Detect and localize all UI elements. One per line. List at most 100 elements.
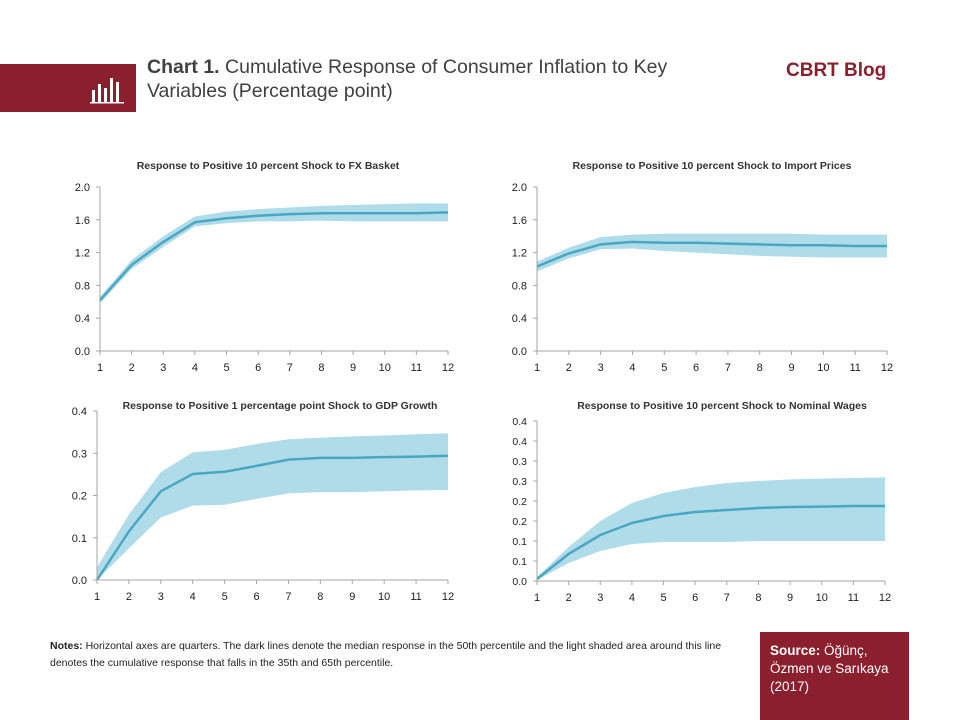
bar-chart-icon (90, 78, 124, 104)
title-bold: Chart 1. (147, 56, 220, 78)
y-tick-label: 0.1 (512, 536, 527, 548)
x-tick-label: 3 (597, 592, 603, 604)
x-tick-label: 10 (379, 362, 391, 374)
y-tick-label: 1.6 (512, 215, 527, 227)
x-tick-label: 1 (534, 592, 540, 604)
x-tick-label: 6 (255, 362, 261, 374)
y-tick-label: 0.4 (512, 436, 527, 448)
x-tick-label: 2 (126, 591, 132, 603)
x-tick-label: 10 (817, 362, 829, 374)
x-tick-label: 8 (318, 362, 324, 374)
page-title: Chart 1. Cumulative Response of Consumer… (147, 55, 707, 103)
confidence-band (537, 233, 887, 272)
median-line (536, 504, 885, 580)
x-tick-label: 5 (222, 591, 228, 603)
x-tick-label: 6 (253, 591, 259, 603)
y-tick-label: 0.3 (512, 476, 527, 488)
y-tick-label: 0.1 (72, 533, 87, 545)
x-tick-label: 12 (881, 362, 893, 374)
y-tick-label: 0.4 (512, 416, 527, 428)
source-text: Öğünç, Özmen ve Sarıkaya (2017) (770, 643, 889, 694)
confidence-band (100, 203, 448, 304)
y-tick-label: 1.2 (75, 248, 90, 260)
x-tick-label: 11 (411, 362, 422, 374)
confidence-band (97, 433, 448, 580)
chart-4: Response to Positive 10 percent Shock to… (512, 400, 891, 604)
chart-title: Response to Positive 10 percent Shock to… (573, 160, 852, 172)
x-tick-label: 7 (724, 592, 730, 604)
notes-text: Horizontal axes are quarters. The dark l… (50, 640, 722, 669)
x-tick-label: 11 (849, 362, 860, 374)
x-tick-label: 5 (661, 362, 667, 374)
y-tick-label: 0.1 (512, 556, 527, 568)
x-tick-label: 9 (787, 592, 793, 604)
x-tick-label: 2 (129, 362, 135, 374)
x-tick-label: 7 (287, 362, 293, 374)
x-tick-label: 8 (317, 591, 323, 603)
y-tick-label: 2.0 (512, 182, 527, 194)
chart-1: Response to Positive 10 percent Shock to… (75, 160, 454, 374)
x-tick-label: 2 (566, 362, 572, 374)
y-tick-label: 0.2 (512, 516, 527, 528)
x-tick-label: 3 (158, 591, 164, 603)
source-box: Source: Öğünç, Özmen ve Sarıkaya (2017) (760, 632, 909, 720)
y-tick-label: 0.8 (512, 280, 527, 292)
x-tick-label: 9 (349, 591, 355, 603)
x-tick-label: 4 (629, 362, 635, 374)
x-tick-label: 10 (816, 592, 828, 604)
y-tick-label: 0.4 (512, 313, 527, 325)
y-tick-label: 0.0 (72, 575, 87, 587)
x-tick-label: 12 (442, 362, 454, 374)
chart-3: Response to Positive 1 percentage point … (72, 400, 454, 603)
chart-2: Response to Positive 10 percent Shock to… (512, 160, 893, 374)
confidence-band (537, 477, 885, 580)
median-line (95, 454, 449, 581)
x-tick-label: 5 (660, 592, 666, 604)
y-tick-label: 0.2 (512, 496, 527, 508)
header-bar (0, 64, 136, 112)
median-line (536, 240, 887, 268)
x-tick-label: 7 (725, 362, 731, 374)
source-label: Source: (770, 643, 821, 658)
x-tick-label: 1 (534, 362, 540, 374)
x-tick-label: 4 (629, 592, 635, 604)
x-tick-label: 7 (285, 591, 291, 603)
y-tick-label: 0.8 (75, 280, 90, 292)
y-tick-label: 0.3 (512, 456, 527, 468)
x-tick-label: 6 (692, 592, 698, 604)
chart-title: Response to Positive 1 percentage point … (123, 400, 438, 412)
y-tick-label: 0.0 (512, 346, 527, 358)
x-tick-label: 12 (442, 591, 454, 603)
x-tick-label: 8 (755, 592, 761, 604)
charts-canvas: Response to Positive 10 percent Shock to… (72, 160, 893, 604)
x-tick-label: 11 (410, 591, 421, 603)
x-tick-label: 2 (566, 592, 572, 604)
x-tick-label: 6 (693, 362, 699, 374)
y-tick-label: 0.0 (75, 346, 90, 358)
y-tick-label: 1.2 (512, 248, 527, 260)
y-tick-label: 0.2 (72, 491, 87, 503)
x-tick-label: 3 (598, 362, 604, 374)
x-tick-label: 5 (223, 362, 229, 374)
x-tick-label: 1 (97, 362, 103, 374)
x-tick-label: 9 (788, 362, 794, 374)
y-tick-label: 0.4 (75, 313, 90, 325)
notes-label: Notes: (50, 640, 83, 652)
x-tick-label: 9 (350, 362, 356, 374)
y-tick-label: 0.4 (72, 406, 87, 418)
x-tick-label: 4 (192, 362, 198, 374)
y-tick-label: 1.6 (75, 215, 90, 227)
median-line (99, 211, 449, 302)
x-tick-label: 11 (848, 592, 859, 604)
x-tick-label: 3 (160, 362, 166, 374)
x-tick-label: 8 (757, 362, 763, 374)
chart-title: Response to Positive 10 percent Shock to… (577, 400, 867, 412)
x-tick-label: 12 (879, 592, 891, 604)
chart-title: Response to Positive 10 percent Shock to… (137, 160, 400, 172)
x-tick-label: 1 (94, 591, 100, 603)
x-tick-label: 10 (378, 591, 390, 603)
y-tick-label: 0.3 (72, 448, 87, 460)
y-tick-label: 2.0 (75, 182, 90, 194)
title-rest: Cumulative Response of Consumer Inflatio… (147, 56, 668, 102)
x-tick-label: 4 (190, 591, 196, 603)
